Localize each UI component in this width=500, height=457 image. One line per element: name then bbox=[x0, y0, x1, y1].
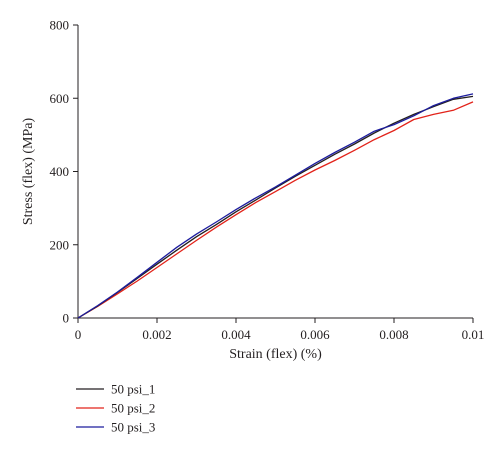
y-tick-label: 0 bbox=[63, 311, 70, 326]
series-line-3 bbox=[77, 93, 474, 319]
series-lines bbox=[77, 93, 474, 319]
legend-label-2: 50 psi_2 bbox=[111, 401, 155, 416]
y-tick-label: 800 bbox=[50, 18, 70, 33]
legend: 50 psi_1 50 psi_2 50 psi_3 bbox=[76, 382, 155, 435]
x-tick-label: 0.002 bbox=[142, 327, 171, 342]
x-tick-label: 0.004 bbox=[221, 327, 251, 342]
y-tick-label: 600 bbox=[50, 91, 70, 106]
y-axis-label: Stress (flex) (MPa) bbox=[21, 118, 36, 226]
x-tick-label: 0.008 bbox=[379, 327, 408, 342]
legend-label-3: 50 psi_3 bbox=[111, 420, 155, 435]
series-line-1 bbox=[77, 95, 474, 319]
x-axis-label: Strain (flex) (%) bbox=[229, 347, 322, 362]
series-line-2 bbox=[77, 101, 474, 319]
x-tick-label: 0.006 bbox=[300, 327, 330, 342]
y-tick-label: 400 bbox=[50, 164, 70, 179]
x-tick-label: 0.01 bbox=[462, 327, 485, 342]
x-tick-label: 0 bbox=[75, 327, 82, 342]
legend-label-1: 50 psi_1 bbox=[111, 382, 155, 397]
axes: 0 0.002 0.004 0.006 0.008 0.01 0 200 400 600 800 bbox=[50, 18, 485, 343]
y-tick-label: 200 bbox=[50, 237, 70, 252]
